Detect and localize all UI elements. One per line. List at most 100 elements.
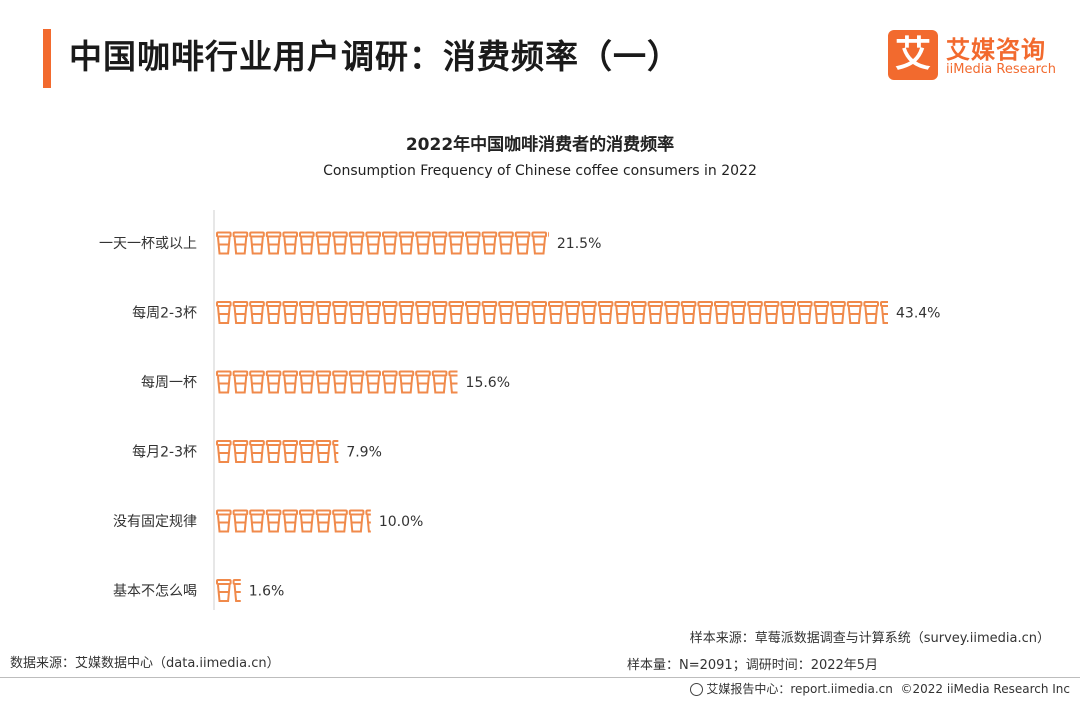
coffee-cup-icon (431, 301, 448, 324)
coffee-cup-icon (382, 231, 398, 255)
iimedia-logo: 艾 艾媒咨询 iiMedia Research (888, 30, 1068, 82)
coffee-cup-icon (265, 370, 282, 394)
logo-mark: 艾 (888, 30, 938, 80)
coffee-cup-icon (481, 301, 498, 324)
coffee-cup-icon (465, 301, 481, 324)
coffee-cup-icon (780, 301, 797, 324)
coffee-cup-icon (398, 301, 415, 324)
coffee-cup-icon (216, 579, 232, 602)
coffee-cup-icon (714, 301, 730, 324)
coffee-cup-icon (597, 301, 614, 324)
coffee-cup-icon (797, 301, 813, 324)
logo-en-text: iiMedia Research (946, 62, 1057, 77)
sample-source: 样本来源：草莓派数据调查与计算系统（survey.iimedia.cn） (689, 631, 1050, 646)
report-center-line: 艾媒报告中心：report.iimedia.cn ©2022 iiMedia R… (690, 680, 1070, 697)
coffee-cup-icon (315, 370, 332, 394)
coffee-cup-icon (216, 231, 232, 255)
coffee-cup-icon (216, 301, 232, 324)
copyright: ©2022 iiMedia Research Inc (900, 682, 1070, 696)
chart-subtitle: Consumption Frequency of Chinese coffee … (323, 163, 757, 179)
category-label: 基本不怎么喝 (113, 583, 197, 600)
coffee-cup-icon (282, 440, 298, 463)
coffee-cup-icon (448, 301, 464, 324)
coffee-cup-icon (232, 579, 241, 602)
coffee-cup-icon (332, 509, 348, 533)
coffee-cup-icon (747, 301, 763, 324)
value-label: 10.0% (379, 514, 423, 530)
coffee-cup-icon (431, 370, 448, 394)
coffee-cup-icon (348, 231, 365, 255)
coffee-cup-icon (382, 370, 398, 394)
coffee-cup-icon (365, 231, 381, 255)
coffee-cup-icon (299, 301, 315, 324)
coffee-cup-icon (282, 370, 298, 394)
coffee-cup-icon (216, 440, 232, 463)
coffee-cup-icon (365, 370, 381, 394)
bar (216, 231, 549, 255)
coffee-cup-icon (614, 301, 631, 324)
coffee-cup-icon (216, 370, 232, 394)
coffee-cup-icon (249, 509, 265, 533)
coffee-cup-icon (531, 231, 548, 255)
coffee-cup-icon (332, 440, 339, 463)
coffee-cup-icon (548, 301, 564, 324)
coffee-cup-icon (232, 370, 249, 394)
coffee-cup-icon (664, 301, 680, 324)
coffee-cup-icon (315, 509, 332, 533)
coffee-cup-icon (415, 231, 431, 255)
coffee-cup-icon (481, 231, 498, 255)
bar (216, 509, 371, 533)
coffee-cup-icon (431, 231, 448, 255)
value-label: 21.5% (557, 236, 601, 252)
coffee-cup-icon (299, 231, 315, 255)
bar (216, 440, 339, 463)
coffee-cup-icon (382, 301, 398, 324)
coffee-cup-icon (249, 370, 265, 394)
coffee-cup-icon (282, 509, 298, 533)
value-label: 7.9% (346, 445, 382, 461)
coffee-cup-icon (348, 509, 365, 533)
coffee-cup-icon (332, 231, 348, 255)
coffee-cup-icon (415, 301, 431, 324)
category-label: 每周一杯 (141, 375, 197, 391)
coffee-cup-icon (249, 440, 265, 463)
logo-cn-text: 艾媒咨询 (946, 36, 1046, 64)
coffee-cup-icon (730, 301, 747, 324)
coffee-cup-icon (465, 231, 481, 255)
coffee-cup-icon (265, 509, 282, 533)
coffee-cup-icon (232, 231, 249, 255)
coffee-cup-icon (514, 301, 531, 324)
bar (216, 301, 888, 324)
category-label: 一天一杯或以上 (99, 236, 197, 252)
bar (216, 370, 458, 394)
coffee-cup-icon (680, 301, 697, 324)
coffee-cup-icon (564, 301, 581, 324)
category-label: 每月2-3杯 (132, 445, 197, 461)
sample-size: 样本量：N=2091；调研时间：2022年5月 (627, 658, 879, 673)
coffee-cup-icon (348, 301, 365, 324)
coffee-cup-icon (581, 301, 597, 324)
report-center: 艾媒报告中心：report.iimedia.cn (706, 682, 893, 696)
coffee-cup-icon (631, 301, 647, 324)
coffee-cup-icon (697, 301, 714, 324)
coffee-cup-icon (265, 231, 282, 255)
consumption-frequency-chart: 一天一杯或以上 21.5% 每周2-3杯 43.4% 每周一杯 15.6% 每月2-3杯 7.… (99, 210, 940, 610)
coffee-cup-icon (365, 509, 371, 533)
coffee-cup-icon (498, 231, 514, 255)
coffee-cup-icon (398, 370, 415, 394)
category-label: 没有固定规律 (113, 514, 197, 530)
coffee-cup-icon (299, 509, 315, 533)
coffee-cup-icon (299, 370, 315, 394)
coffee-cup-icon (332, 301, 348, 324)
page-title: 中国咖啡行业用户调研：消费频率（一） (69, 37, 681, 76)
coffee-cup-icon (365, 301, 381, 324)
bar (216, 579, 241, 602)
chart-title: 2022年中国咖啡消费者的消费频率 (405, 135, 675, 155)
coffee-cup-icon (282, 231, 298, 255)
coffee-cup-icon (448, 370, 458, 394)
coffee-cup-icon (282, 301, 298, 324)
coffee-cup-icon (348, 370, 365, 394)
coffee-cup-icon (415, 370, 431, 394)
coffee-cup-icon (647, 301, 664, 324)
coffee-cup-icon (315, 440, 332, 463)
